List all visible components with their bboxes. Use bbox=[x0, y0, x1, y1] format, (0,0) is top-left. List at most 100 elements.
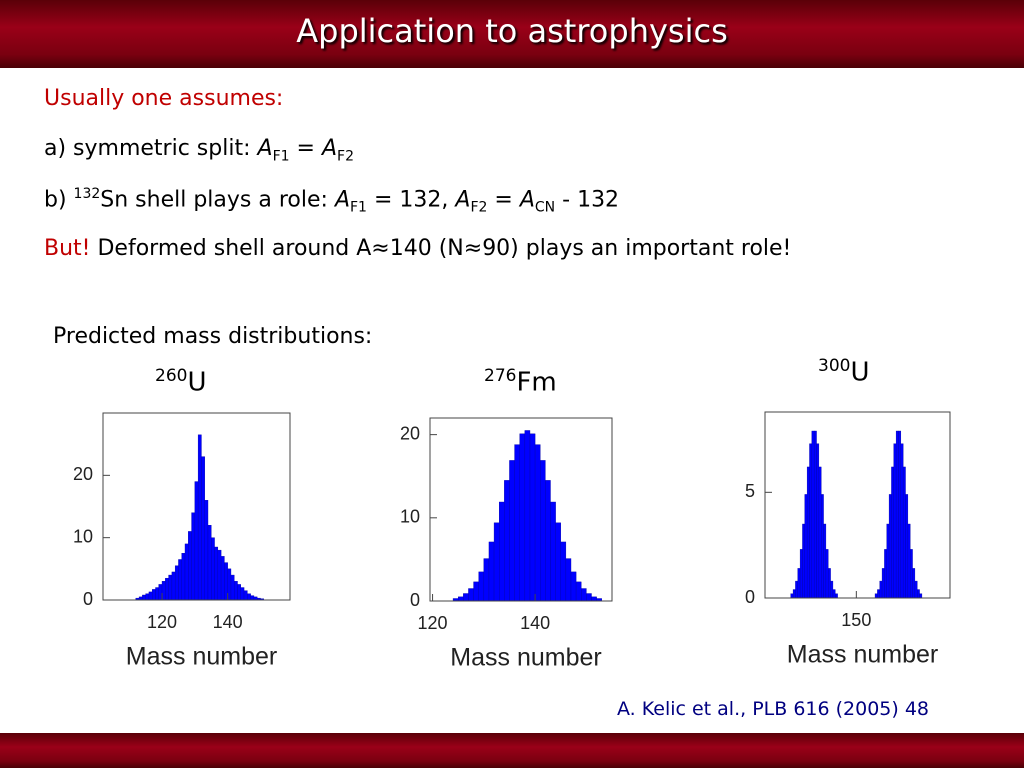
bar bbox=[155, 587, 159, 601]
bar bbox=[207, 525, 212, 601]
bar bbox=[550, 501, 556, 602]
bar bbox=[165, 577, 169, 601]
text-segment: A bbox=[334, 187, 350, 213]
chart-title-superscript: 276 bbox=[484, 366, 517, 386]
text-line: b) 132Sn shell plays a role: AF1 = 132, … bbox=[44, 186, 619, 216]
bar bbox=[493, 522, 500, 602]
bar bbox=[145, 593, 150, 601]
chart-title-element: U bbox=[187, 367, 207, 398]
text-segment: 132 bbox=[73, 186, 101, 202]
bar bbox=[795, 580, 798, 599]
text-segment: Deformed shell around A≈140 (N≈90) plays… bbox=[90, 236, 792, 261]
bar bbox=[540, 460, 546, 602]
bar bbox=[545, 480, 551, 602]
bar bbox=[811, 430, 815, 599]
y-tick-label: 20 bbox=[73, 464, 93, 484]
text-segment: = bbox=[289, 136, 322, 161]
text-line: But! Deformed shell around A≈140 (N≈90) … bbox=[44, 236, 791, 261]
bar bbox=[555, 522, 561, 602]
bar bbox=[586, 593, 592, 602]
chart-title: 260U bbox=[155, 366, 206, 398]
text-segment: A bbox=[455, 187, 471, 213]
bar bbox=[881, 568, 885, 599]
x-tick-label: 140 bbox=[213, 612, 243, 632]
bar bbox=[234, 581, 238, 601]
header-band bbox=[0, 0, 1024, 68]
bar bbox=[142, 594, 146, 601]
text-segment: A bbox=[321, 136, 338, 161]
bar bbox=[524, 430, 531, 602]
bar bbox=[237, 584, 241, 601]
chart-title-superscript: 260 bbox=[155, 366, 188, 386]
plot-frame bbox=[764, 411, 951, 599]
bar bbox=[191, 512, 196, 601]
bar bbox=[823, 523, 827, 599]
bar bbox=[907, 523, 911, 599]
bar bbox=[194, 481, 199, 601]
bar bbox=[197, 434, 202, 601]
x-axis-label: Mass number bbox=[450, 644, 601, 672]
x-axis-label: Mass number bbox=[126, 643, 277, 671]
chart-title: 300U bbox=[818, 356, 869, 388]
bar bbox=[804, 494, 808, 599]
bar bbox=[902, 466, 906, 599]
bar bbox=[560, 541, 567, 602]
bar bbox=[809, 443, 813, 599]
subheading: Predicted mass distributions: bbox=[53, 324, 373, 349]
text-segment: a) symmetric split: bbox=[44, 136, 258, 161]
bar bbox=[825, 549, 829, 599]
text-line: Usually one assumes: bbox=[44, 86, 283, 111]
x-tick-label: 140 bbox=[520, 613, 550, 633]
bar bbox=[488, 541, 495, 602]
bar bbox=[457, 596, 464, 602]
bar bbox=[483, 558, 490, 602]
text-segment: = bbox=[487, 187, 520, 213]
bar bbox=[152, 589, 156, 601]
text-segment: But! bbox=[44, 236, 91, 261]
bar bbox=[247, 593, 251, 601]
bar bbox=[919, 593, 923, 599]
text-segment: Usually one assumes: bbox=[44, 86, 284, 111]
bar bbox=[912, 568, 916, 599]
bar bbox=[813, 430, 817, 599]
text-line: a) symmetric split: AF1 = AF2 bbox=[44, 136, 354, 164]
x-tick-label: 120 bbox=[147, 612, 177, 632]
citation: A. Kelic et al., PLB 616 (2005) 48 bbox=[617, 698, 930, 720]
bar bbox=[818, 466, 822, 599]
bar bbox=[188, 531, 192, 601]
text-segment: b) bbox=[44, 187, 74, 213]
bar bbox=[529, 433, 536, 602]
text-segment: A bbox=[519, 187, 535, 213]
chart-title-element: Fm bbox=[516, 367, 557, 398]
bar bbox=[802, 523, 806, 599]
y-tick-label: 20 bbox=[400, 423, 420, 443]
bar bbox=[835, 593, 838, 599]
bar bbox=[806, 466, 810, 599]
y-tick-label: 10 bbox=[73, 526, 93, 546]
bar bbox=[886, 523, 890, 599]
bar bbox=[891, 466, 894, 599]
bar bbox=[828, 568, 831, 599]
slide-title: Application to astrophysics bbox=[296, 12, 728, 50]
y-tick-label: 10 bbox=[400, 507, 420, 527]
bar bbox=[900, 443, 904, 599]
bar bbox=[473, 581, 479, 602]
chart-title-superscript: 300 bbox=[818, 356, 851, 376]
bar bbox=[917, 589, 920, 599]
bar bbox=[499, 501, 505, 602]
bar bbox=[220, 556, 225, 601]
text-segment: = 132, bbox=[366, 187, 456, 213]
bar bbox=[914, 580, 918, 599]
x-tick-label: 120 bbox=[418, 613, 448, 633]
bar bbox=[181, 553, 186, 601]
bar bbox=[895, 430, 899, 599]
bar bbox=[504, 480, 510, 602]
bar bbox=[534, 444, 541, 602]
x-tick-label: 150 bbox=[841, 610, 871, 630]
bar bbox=[178, 559, 182, 601]
text-segment: F2 bbox=[470, 199, 488, 216]
bar bbox=[519, 433, 526, 602]
bar bbox=[184, 543, 189, 601]
bar bbox=[799, 549, 803, 599]
